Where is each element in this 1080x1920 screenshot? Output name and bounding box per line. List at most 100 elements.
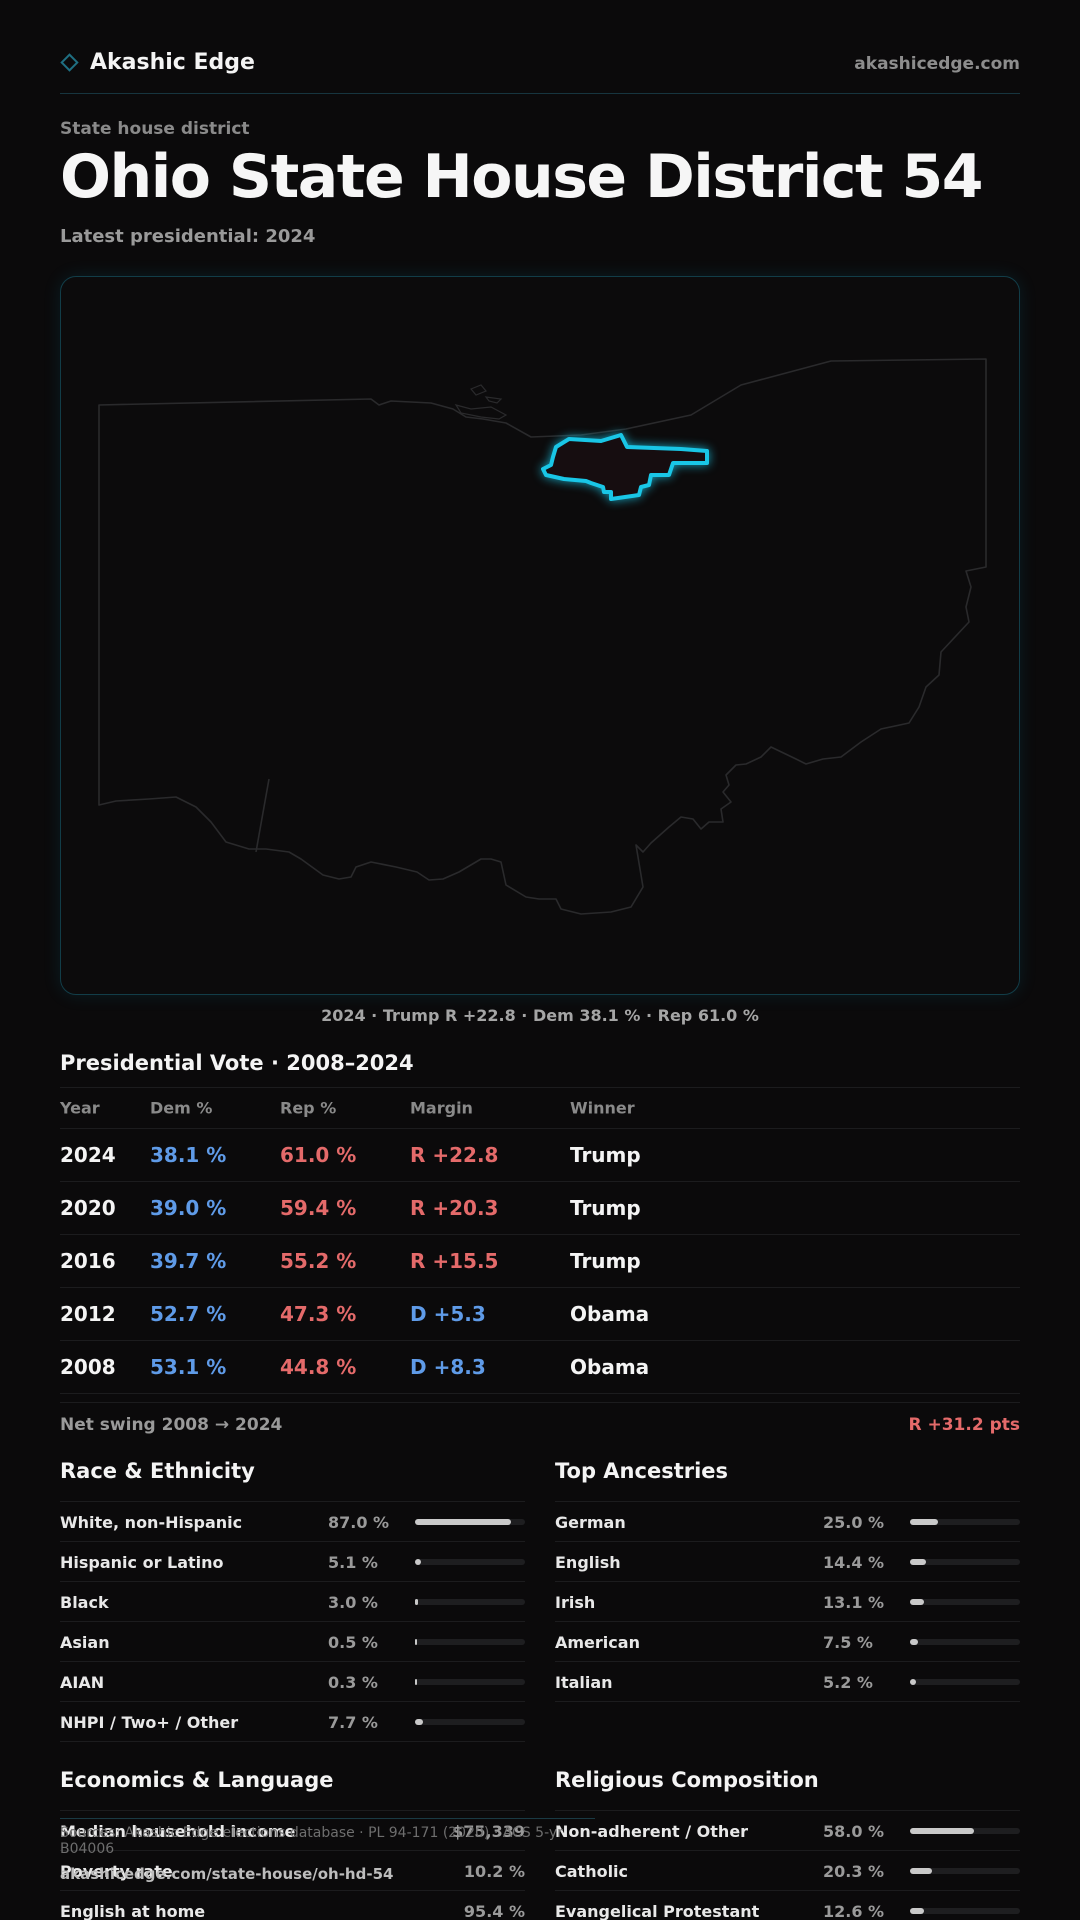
stat-bar xyxy=(910,1639,1020,1645)
stat-label: Black xyxy=(60,1593,109,1612)
stat-row: Non-adherent / Other 58.0 % xyxy=(555,1811,1020,1851)
stat-label: Median household income xyxy=(60,1822,296,1841)
cell-margin: R +15.5 xyxy=(410,1249,499,1273)
stat-bar xyxy=(910,1679,1020,1685)
economics-section: Economics & Language Median household in… xyxy=(60,1768,525,1920)
stat-label: German xyxy=(555,1513,626,1532)
stat-value: 5.2 % xyxy=(823,1673,873,1692)
cell-year: 2016 xyxy=(60,1249,116,1273)
stat-value: 0.5 % xyxy=(328,1633,378,1652)
district-map xyxy=(60,276,1020,995)
stat-value: 58.0 % xyxy=(823,1822,885,1841)
stat-label: Asian xyxy=(60,1633,110,1652)
cell-dem: 53.1 % xyxy=(150,1355,227,1379)
stat-value: 5.1 % xyxy=(328,1553,378,1572)
stat-bar xyxy=(415,1559,525,1565)
economics-title: Economics & Language xyxy=(60,1768,525,1811)
brand-name: Akashic Edge xyxy=(90,50,255,75)
stat-row: Evangelical Protestant 12.6 % xyxy=(555,1891,1020,1920)
cell-dem: 39.7 % xyxy=(150,1249,227,1273)
brand[interactable]: Akashic Edge xyxy=(60,50,255,75)
stat-bar-fill xyxy=(910,1559,926,1565)
religion-section: Religious Composition Non-adherent / Oth… xyxy=(555,1768,1020,1920)
stat-bar xyxy=(910,1519,1020,1525)
stat-row: Catholic 20.3 % xyxy=(555,1851,1020,1891)
stat-row: American 7.5 % xyxy=(555,1622,1020,1662)
stat-bar xyxy=(415,1679,525,1685)
stat-label: English at home xyxy=(60,1902,206,1920)
stat-row: Poverty rate 10.2 % xyxy=(60,1851,525,1891)
table-row: 2024 38.1 % 61.0 % R +22.8 Trump xyxy=(60,1129,1020,1182)
race-section: Race & Ethnicity White, non-Hispanic 87.… xyxy=(60,1459,525,1742)
stat-bar xyxy=(415,1639,525,1645)
table-row: 2020 39.0 % 59.4 % R +20.3 Trump xyxy=(60,1182,1020,1235)
stat-label: Non-adherent / Other xyxy=(555,1822,749,1841)
lake-erie-islands xyxy=(454,384,508,420)
cell-year: 2020 xyxy=(60,1196,116,1220)
stat-row: English at home 95.4 % xyxy=(60,1891,525,1920)
stat-value: 87.0 % xyxy=(328,1513,390,1532)
page-title: Ohio State House District 54 xyxy=(60,142,984,212)
header-winner: Winner xyxy=(570,1098,635,1118)
stat-bar-fill xyxy=(910,1599,925,1605)
stat-bar xyxy=(910,1559,1020,1565)
stat-bar xyxy=(415,1519,525,1525)
stat-row: White, non-Hispanic 87.0 % xyxy=(60,1502,525,1542)
swing-value: R +31.2 pts xyxy=(908,1415,1020,1435)
stat-value: 7.7 % xyxy=(328,1713,378,1732)
stat-bar-fill xyxy=(415,1599,419,1605)
cell-margin: D +5.3 xyxy=(410,1302,486,1326)
site-link[interactable]: akashicedge.com xyxy=(854,54,1020,74)
stat-bar xyxy=(910,1599,1020,1605)
stat-bar xyxy=(910,1868,1020,1874)
cell-margin: D +8.3 xyxy=(410,1355,486,1379)
cell-dem: 52.7 % xyxy=(150,1302,227,1326)
presidential-table: Year Dem % Rep % Margin Winner 2024 38.1… xyxy=(60,1087,1020,1394)
stat-label: White, non-Hispanic xyxy=(60,1513,243,1532)
stat-value: 10.2 % xyxy=(463,1862,525,1881)
cell-winner: Obama xyxy=(570,1302,650,1326)
swing-label: Net swing 2008 → 2024 xyxy=(60,1415,283,1435)
stat-bar-fill xyxy=(415,1639,417,1645)
cell-rep: 59.4 % xyxy=(280,1196,357,1220)
cell-rep: 61.0 % xyxy=(280,1143,357,1167)
net-swing: Net swing 2008 → 2024 R +31.2 pts xyxy=(60,1402,1020,1446)
stat-bar-fill xyxy=(910,1679,916,1685)
stat-label: American xyxy=(555,1633,640,1652)
ancestry-section: Top Ancestries German 25.0 % English 14.… xyxy=(555,1459,1020,1702)
stat-bar-fill xyxy=(910,1519,938,1525)
stat-value: 7.5 % xyxy=(823,1633,873,1652)
table-header: Year Dem % Rep % Margin Winner xyxy=(60,1088,1020,1129)
stat-label: Evangelical Protestant xyxy=(555,1902,760,1920)
cell-rep: 55.2 % xyxy=(280,1249,357,1273)
stat-bar xyxy=(415,1599,525,1605)
stat-value: 14.4 % xyxy=(823,1553,885,1572)
ohio-state-outline xyxy=(98,358,987,915)
stat-value: 12.6 % xyxy=(823,1902,885,1920)
stat-bar-fill xyxy=(415,1519,511,1525)
stat-row: NHPI / Two+ / Other 7.7 % xyxy=(60,1702,525,1742)
stat-label: Italian xyxy=(555,1673,613,1692)
cell-year: 2012 xyxy=(60,1302,116,1326)
stat-bar-fill xyxy=(910,1639,919,1645)
stat-label: English xyxy=(555,1553,621,1572)
diamond-logo-icon xyxy=(60,53,79,72)
stat-row: Median household income $75,339 xyxy=(60,1811,525,1851)
ohio-map-svg xyxy=(98,358,987,915)
stat-bar-fill xyxy=(415,1719,424,1725)
stat-value: 13.1 % xyxy=(823,1593,885,1612)
stat-bar-fill xyxy=(910,1868,933,1874)
cell-dem: 38.1 % xyxy=(150,1143,227,1167)
stat-row: Irish 13.1 % xyxy=(555,1582,1020,1622)
stat-row: English 14.4 % xyxy=(555,1542,1020,1582)
top-bar: Akashic Edge akashicedge.com xyxy=(60,46,1020,94)
header-rep: Rep % xyxy=(280,1098,337,1118)
cell-margin: R +20.3 xyxy=(410,1196,499,1220)
cell-winner: Trump xyxy=(570,1249,641,1273)
cell-year: 2008 xyxy=(60,1355,116,1379)
stat-label: Catholic xyxy=(555,1862,629,1881)
stat-value: 25.0 % xyxy=(823,1513,885,1532)
table-row: 2016 39.7 % 55.2 % R +15.5 Trump xyxy=(60,1235,1020,1288)
cell-winner: Trump xyxy=(570,1143,641,1167)
cell-rep: 47.3 % xyxy=(280,1302,357,1326)
